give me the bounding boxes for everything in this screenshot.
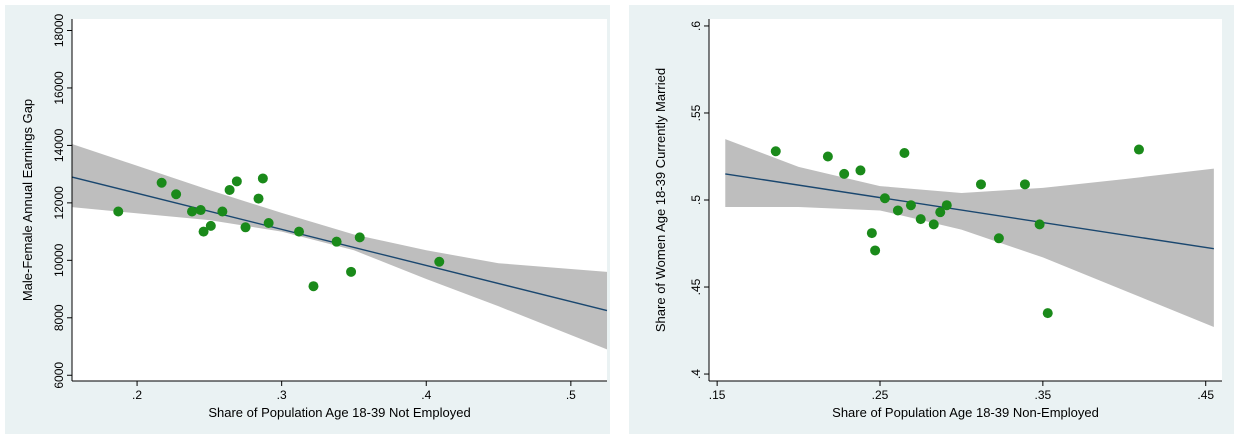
y-tick-label: .45 [689,278,703,295]
data-point [355,232,365,242]
data-point [906,200,916,210]
data-point [899,148,909,158]
x-tick-label: .15 [709,388,726,402]
y-tick-label: 16000 [52,71,66,105]
x-tick-label: .35 [1035,388,1052,402]
data-point [870,245,880,255]
data-point [187,206,197,216]
data-point [308,281,318,291]
data-point [196,205,206,215]
x-tick-label: .4 [421,388,431,402]
data-point [232,176,242,186]
data-point [217,206,227,216]
data-point [157,178,167,188]
data-point [1043,308,1053,318]
data-point [171,189,181,199]
right-chart-panel: .15 .25 .35 .45 .4 .45 .5 .55 .6 Share of Populat… [629,5,1234,434]
y-tick-label: 12000 [52,186,66,220]
y-tick-label: 6000 [52,362,66,389]
y-tick-label: .55 [689,104,703,121]
x-axis-title: Share of Population Age 18-39 Not Employ… [208,405,470,420]
data-point [113,206,123,216]
data-point [942,200,952,210]
x-tick-label: .45 [1197,388,1214,402]
data-point [225,185,235,195]
y-tick-label: .4 [689,369,703,379]
y-tick-label: 8000 [52,304,66,331]
x-tick-label: .3 [277,388,287,402]
x-axis-title: Share of Population Age 18-39 Non-Employ… [832,405,1099,420]
data-point [1035,219,1045,229]
data-point [994,233,1004,243]
y-tick-label: 18000 [52,13,66,47]
data-point [1020,179,1030,189]
left-chart-panel: .2 .3 .4 .5 6000 8000 10000 12000 14000 16000 1800… [5,5,610,434]
married-share-scatter-chart: .15 .25 .35 .45 .4 .45 .5 .55 .6 Share of Populat… [629,5,1234,434]
data-point [929,219,939,229]
earnings-gap-scatter-chart: .2 .3 .4 .5 6000 8000 10000 12000 14000 16000 1800… [5,5,610,434]
data-point [771,146,781,156]
y-axis-title: Male-Female Annual Earnings Gap [20,99,35,301]
y-tick-label: .5 [689,195,703,205]
data-point [346,267,356,277]
data-point [880,193,890,203]
data-point [294,227,304,237]
data-point [241,222,251,232]
data-point [916,214,926,224]
data-point [867,228,877,238]
data-point [893,205,903,215]
data-point [1134,145,1144,155]
data-point [206,221,216,231]
data-point [855,165,865,175]
x-tick-label: .25 [872,388,889,402]
data-point [264,218,274,228]
data-point [332,237,342,247]
data-point [434,257,444,267]
data-point [823,151,833,161]
data-point [839,169,849,179]
y-tick-label: 10000 [52,243,66,277]
y-tick-label: .6 [689,21,703,31]
data-point [976,179,986,189]
y-axis-title: Share of Women Age 18-39 Currently Marri… [653,68,668,332]
y-tick-label: 14000 [52,128,66,162]
x-tick-label: .2 [132,388,142,402]
data-point [254,194,264,204]
data-point [258,173,268,183]
x-tick-label: .5 [566,388,576,402]
